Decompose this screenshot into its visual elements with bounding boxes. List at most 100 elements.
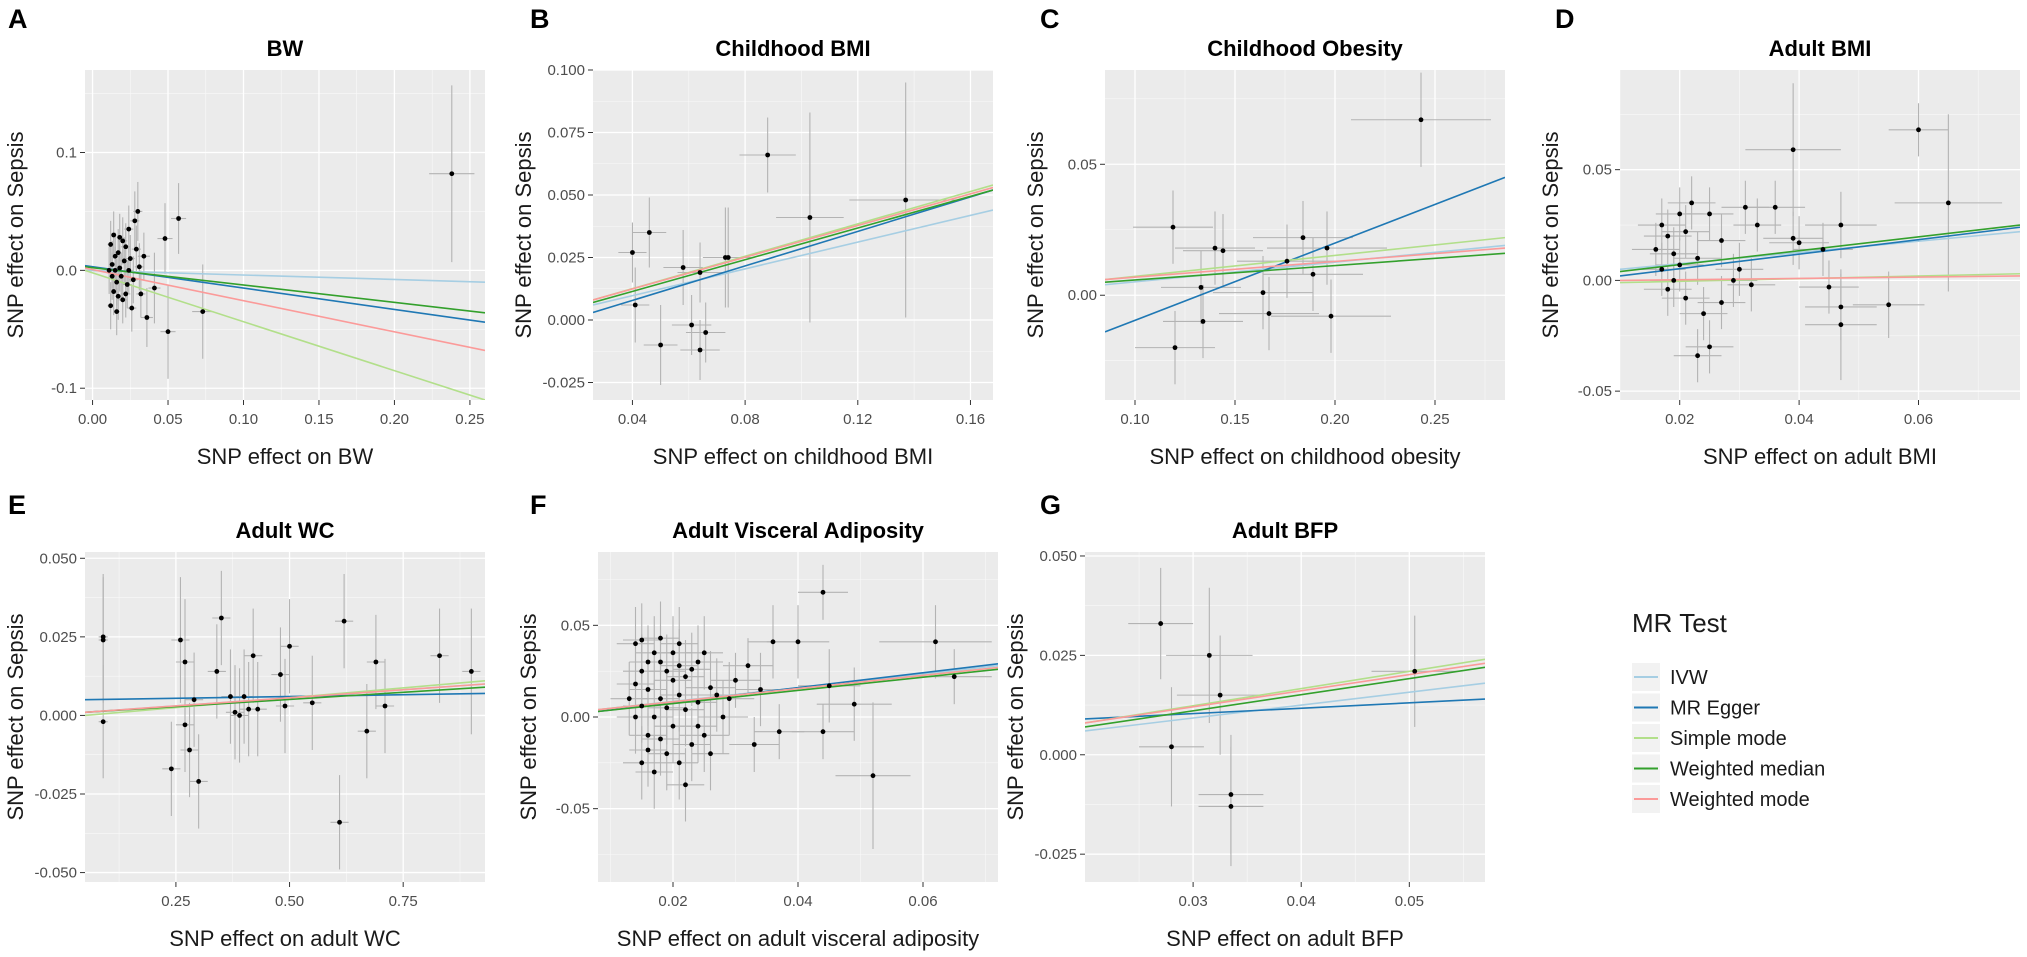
legend-label: Weighted mode — [1670, 789, 1810, 811]
data-point — [337, 819, 342, 825]
data-point — [1677, 262, 1683, 268]
data-point — [126, 267, 132, 273]
data-point — [1206, 652, 1212, 658]
data-point — [191, 697, 197, 703]
data-point — [133, 246, 139, 252]
y-axis-label: SNP effect on Sepsis — [511, 131, 536, 338]
panel-c: 0.10 0.15 0.20 0.25 0.00 0.05 C Childhood Obesi… — [1023, 4, 1505, 469]
data-point — [1412, 668, 1418, 674]
data-point — [130, 277, 136, 283]
data-point — [182, 722, 188, 728]
data-point — [646, 230, 652, 235]
data-point — [1826, 284, 1832, 290]
data-point — [138, 291, 144, 297]
data-point — [703, 330, 709, 335]
panel-f: 0.02 0.04 0.06 -0.05 0.00 0.05 F Adult Visceral… — [516, 490, 998, 951]
data-point — [1212, 245, 1218, 251]
regression-line-weighted-mode — [85, 267, 485, 352]
y-tick-label: 0.050 — [39, 550, 77, 567]
regression-line-mr-egger — [1620, 226, 2020, 277]
data-point — [196, 779, 202, 784]
panel-d: 0.02 0.04 0.06 -0.05 0.00 0.05 D Adult BMI SNP e… — [1538, 4, 2020, 469]
data-point — [144, 315, 150, 320]
x-tick-label: 0.10 — [229, 411, 258, 428]
data-point — [720, 714, 726, 720]
x-tick-label: 0.03 — [1179, 893, 1208, 910]
data-point — [120, 297, 126, 303]
data-point — [670, 650, 676, 656]
data-point — [1665, 233, 1671, 239]
x-tick-label: 0.06 — [908, 893, 937, 910]
x-tick-label: 0.04 — [783, 893, 812, 910]
minor-gridlines — [1105, 70, 1505, 400]
y-tick-label: -0.05 — [556, 801, 590, 818]
plot-content — [598, 564, 998, 849]
data-point — [689, 742, 695, 747]
data-point — [725, 255, 731, 260]
data-point — [708, 751, 713, 757]
panel-title: BW — [267, 36, 304, 61]
y-tick-label: -0.025 — [34, 786, 77, 803]
data-point — [676, 663, 682, 669]
data-point — [676, 641, 682, 647]
data-point — [1790, 235, 1796, 241]
panel-label: A — [8, 4, 28, 34]
data-point — [1671, 251, 1677, 257]
data-point — [697, 270, 703, 275]
y-tick-label: 0.00 — [1068, 287, 1097, 304]
plot-content — [85, 570, 485, 870]
panel-label: D — [1555, 4, 1575, 34]
data-point — [341, 618, 347, 624]
regression-line-mr-egger — [1085, 698, 1485, 720]
data-point — [127, 256, 133, 261]
data-point — [1228, 804, 1234, 809]
data-point — [382, 703, 388, 709]
y-tick-label: -0.025 — [1034, 846, 1077, 863]
data-point — [1707, 211, 1712, 217]
data-point — [1748, 282, 1754, 288]
data-point — [695, 659, 701, 665]
x-axis-label: SNP effect on adult BMI — [1703, 444, 1937, 469]
data-point — [639, 703, 645, 709]
regression-line-weighted-mode — [1620, 275, 2020, 282]
data-point — [820, 589, 826, 595]
data-point — [770, 639, 776, 645]
panel-title: Adult WC — [236, 518, 335, 543]
plot-background — [85, 70, 485, 400]
x-tick-label: 0.05 — [1395, 893, 1424, 910]
data-point — [112, 267, 118, 273]
panel-e: 0.25 0.50 0.75 -0.050 -0.025 0.000 0.025 0.050 E… — [3, 490, 485, 951]
data-point — [795, 639, 801, 645]
x-tick-label: 0.04 — [618, 411, 647, 428]
x-tick-label: 0.25 — [161, 893, 190, 910]
data-point — [1683, 295, 1689, 301]
y-tick-label: 0.025 — [39, 629, 77, 646]
y-tick-label: 0.025 — [547, 250, 585, 267]
data-point — [1796, 240, 1802, 246]
data-point — [1170, 224, 1176, 230]
data-point — [1418, 117, 1424, 123]
x-tick-label: 0.04 — [1287, 893, 1316, 910]
data-point — [676, 692, 682, 698]
data-point — [1158, 621, 1164, 626]
data-point — [951, 674, 957, 680]
data-point — [701, 650, 707, 656]
regression-line-mr-egger — [598, 663, 998, 713]
legend-item: Weighted mode — [1632, 785, 1810, 813]
regression-line-mr-egger — [593, 189, 993, 314]
data-point — [1695, 353, 1701, 359]
data-point — [1198, 284, 1204, 290]
x-tick-label: 0.15 — [304, 411, 333, 428]
data-point — [689, 666, 695, 672]
y-tick-label: 0.100 — [547, 62, 585, 79]
y-tick-label: 0.000 — [547, 312, 585, 329]
x-axis-label: SNP effect on adult visceral adiposity — [617, 926, 979, 951]
x-tick-label: 0.16 — [956, 411, 985, 428]
data-point — [117, 265, 123, 271]
data-point — [232, 709, 238, 715]
data-point — [1754, 222, 1760, 228]
regression-line-weighted-median — [598, 668, 998, 713]
data-point — [807, 215, 813, 220]
major-gridlines — [1105, 70, 1505, 400]
data-point — [676, 760, 682, 766]
